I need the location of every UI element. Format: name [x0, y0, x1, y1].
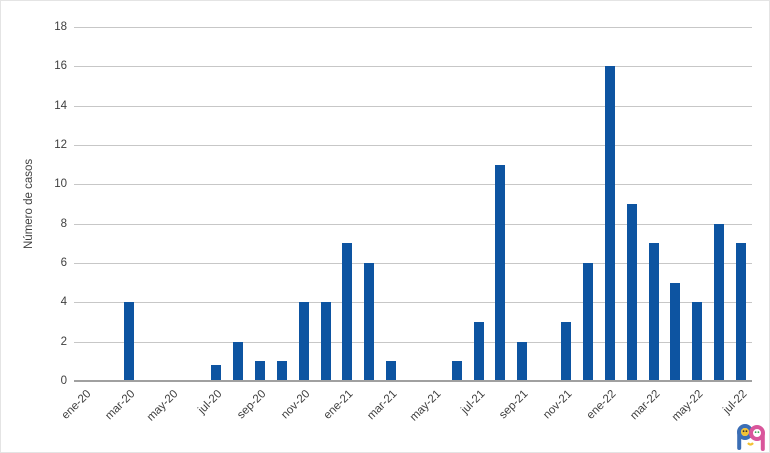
gridline-y18 — [74, 27, 752, 28]
bar-mar-20 — [123, 302, 134, 381]
gridline-y14 — [74, 105, 752, 107]
bar-nov-21 — [561, 322, 572, 381]
x-axis-line — [74, 380, 752, 382]
bar-ago-21 — [495, 164, 506, 381]
bar-may-22 — [692, 302, 703, 381]
gridline-y8 — [74, 223, 752, 225]
bar-feb-21 — [364, 263, 375, 381]
bar-mar-21 — [386, 361, 397, 381]
bar-ene-22 — [604, 66, 615, 381]
bar-jun-22 — [714, 223, 725, 381]
bar-oct-20 — [276, 361, 287, 381]
y-tick-label-10: 10 — [54, 178, 67, 191]
bar-ago-20 — [233, 341, 244, 381]
y-tick-label-4: 4 — [60, 296, 67, 309]
y-tick-label-2: 2 — [60, 335, 67, 348]
gridline-y12 — [74, 145, 752, 146]
gridline-y16 — [74, 66, 752, 68]
bar-jun-21 — [451, 361, 462, 381]
bar-ene-21 — [342, 243, 353, 381]
bar-mar-22 — [648, 243, 659, 381]
logo-pink-figure — [749, 425, 765, 451]
y-tick-label-12: 12 — [54, 139, 67, 151]
bar-jul-21 — [473, 322, 484, 381]
gridline-y6 — [74, 263, 752, 264]
y-tick-label-6: 6 — [60, 257, 67, 269]
bar-abr-22 — [670, 282, 681, 381]
y-axis-title: Número de casos — [23, 158, 35, 250]
plot-area — [74, 27, 752, 382]
y-tick-label-18: 18 — [54, 21, 67, 33]
y-tick-label-16: 16 — [54, 60, 67, 73]
pap-journal-logo — [737, 424, 765, 451]
bar-sep-21 — [517, 341, 528, 381]
bar-nov-20 — [298, 302, 309, 381]
gridline-y2 — [74, 341, 752, 343]
bar-dic-20 — [320, 302, 331, 381]
y-tick-label-14: 14 — [54, 99, 67, 112]
bar-feb-22 — [626, 204, 637, 381]
gridline-y10 — [74, 184, 752, 186]
bar-dic-21 — [582, 263, 593, 381]
y-tick-label-0: 0 — [60, 375, 67, 387]
logo-yellow-arc — [747, 442, 754, 446]
gridline-y4 — [74, 302, 752, 304]
bar-sep-20 — [254, 361, 265, 381]
bar-jul-22 — [736, 243, 747, 381]
logo-yellow-face — [741, 428, 749, 436]
y-tick-label-8: 8 — [60, 217, 67, 230]
bar-jul-20 — [211, 365, 222, 381]
